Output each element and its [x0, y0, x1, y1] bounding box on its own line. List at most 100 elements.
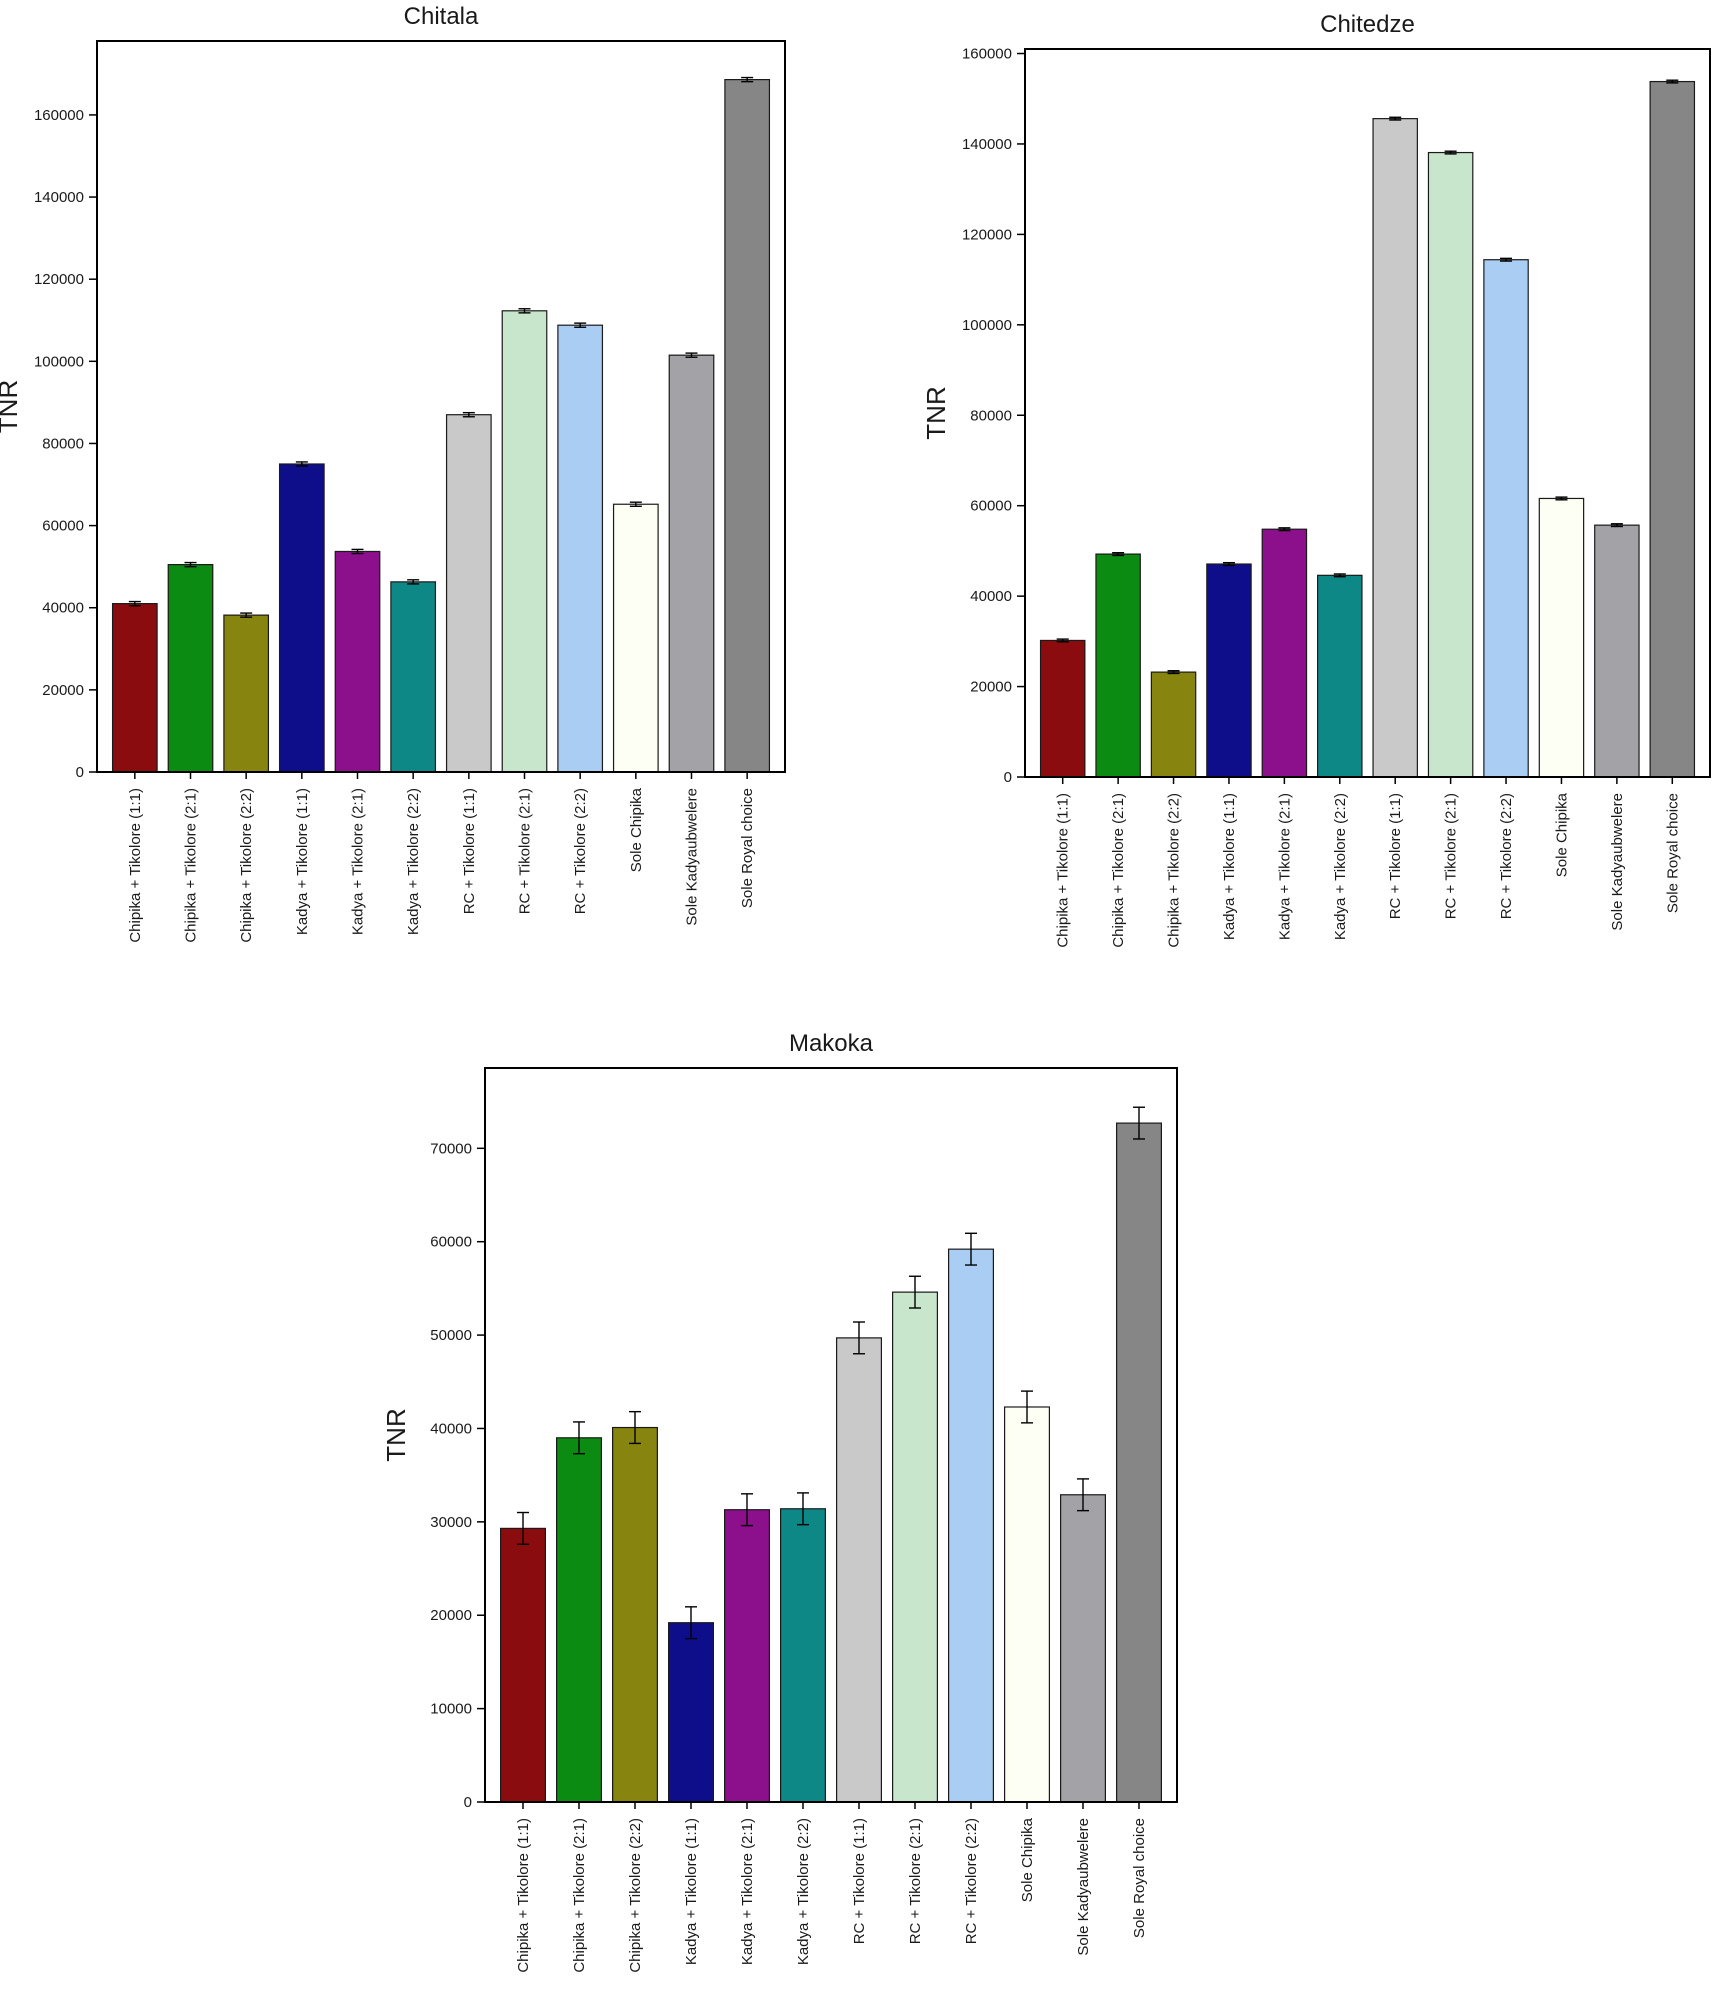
bar — [1427, 151, 1474, 778]
bar — [334, 550, 381, 773]
bar — [891, 1291, 938, 1803]
y-tick-label: 40000 — [430, 1420, 472, 1437]
bar — [1483, 259, 1529, 778]
x-tick-label: RC + Tikolore (2:1) — [907, 1818, 924, 1944]
y-tick-label: 20000 — [430, 1607, 472, 1624]
bar — [500, 1527, 547, 1803]
plot-frame — [484, 1067, 1178, 1803]
x-tick-label: Sole Chipika — [628, 787, 645, 872]
x-tick-label: Kadya + Tikolore (2:1) — [1276, 793, 1293, 940]
y-tick-label: 100000 — [962, 317, 1012, 334]
bar — [167, 564, 214, 773]
x-tick-label: Kadya + Tikolore (2:2) — [1332, 793, 1349, 940]
x-tick-label: RC + Tikolore (2:2) — [1498, 793, 1515, 919]
y-tick-label: 80000 — [42, 435, 84, 452]
y-tick-label: 60000 — [430, 1234, 472, 1251]
y-tick-label: 50000 — [430, 1327, 472, 1344]
y-tick-label: 80000 — [970, 407, 1012, 424]
y-tick-label: 100000 — [34, 353, 84, 370]
x-tick-label: Sole Chipika — [1553, 792, 1570, 877]
x-tick-label: Sole Kadyaubwelere — [1075, 1818, 1092, 1956]
x-tick-label: Kadya + Tikolore (2:1) — [739, 1818, 756, 1965]
bar — [724, 79, 771, 773]
x-tick-label: Sole Kadyaubwelere — [684, 788, 701, 926]
bar — [723, 1509, 770, 1803]
bar — [278, 463, 325, 773]
x-tick-label: Chipika + Tikolore (2:2) — [627, 1818, 644, 1973]
bar — [1206, 563, 1252, 778]
x-tick-label: RC + Tikolore (2:1) — [1443, 793, 1460, 919]
x-tick-label: Kadya + Tikolore (2:2) — [405, 788, 422, 935]
y-tick-label: 60000 — [970, 498, 1012, 515]
bar — [501, 310, 548, 773]
bar — [1261, 528, 1308, 778]
y-tick-label: 30000 — [430, 1514, 472, 1531]
x-tick-label: Sole Kadyaubwelere — [1609, 793, 1626, 931]
bar — [1150, 671, 1197, 778]
y-tick-label: 0 — [1004, 769, 1012, 786]
bar — [111, 603, 158, 773]
bar — [1059, 1494, 1106, 1803]
x-tick-label: RC + Tikolore (2:2) — [572, 788, 589, 914]
y-tick-label: 160000 — [34, 107, 84, 124]
plot-frame — [1024, 48, 1711, 778]
x-tick-label: Chipika + Tikolore (2:1) — [571, 1818, 588, 1973]
bar — [1594, 524, 1640, 778]
x-tick-label: RC + Tikolore (1:1) — [461, 788, 478, 914]
y-tick-label: 140000 — [34, 189, 84, 206]
x-tick-label: Sole Chipika — [1019, 1817, 1036, 1902]
x-tick-label: Kadya + Tikolore (1:1) — [294, 788, 311, 935]
bar — [223, 614, 270, 773]
bar — [555, 1437, 602, 1803]
chart-title: Chitedze — [1320, 11, 1415, 38]
bar — [557, 324, 604, 773]
bar — [1538, 497, 1585, 778]
x-tick-label: Chipika + Tikolore (1:1) — [1055, 793, 1072, 948]
x-tick-label: Chipika + Tikolore (2:2) — [1166, 793, 1183, 948]
bar — [668, 354, 715, 773]
bar — [1115, 1122, 1162, 1803]
x-tick-label: Sole Royal choice — [1131, 1818, 1148, 1938]
bar — [667, 1622, 714, 1803]
x-tick-label: Chipika + Tikolore (1:1) — [127, 788, 144, 943]
y-tick-label: 20000 — [42, 682, 84, 699]
bar — [611, 1426, 658, 1803]
x-tick-label: RC + Tikolore (2:1) — [517, 788, 534, 914]
x-tick-label: RC + Tikolore (2:2) — [963, 1818, 980, 1944]
y-tick-label: 40000 — [970, 588, 1012, 605]
bar — [1095, 553, 1141, 778]
y-tick-label: 60000 — [42, 518, 84, 535]
y-tick-label: 0 — [464, 1794, 472, 1811]
y-axis-label: TNR — [0, 380, 23, 433]
x-tick-label: Chipika + Tikolore (2:1) — [183, 788, 200, 943]
x-tick-label: Chipika + Tikolore (2:2) — [238, 788, 255, 943]
chart-panel-makoka: Makoka TNR 0 10000 20000 30000 40000 50000 60000… — [381, 1030, 1178, 1973]
y-axis-label: TNR — [921, 386, 951, 439]
chart-panel-chitedze: Chitedze TNR 0 20000 40000 60000 80000 100000 12… — [921, 11, 1711, 948]
bar — [1372, 118, 1418, 778]
x-tick-label: RC + Tikolore (1:1) — [1387, 793, 1404, 919]
y-tick-label: 20000 — [970, 679, 1012, 696]
y-tick-label: 120000 — [962, 226, 1012, 243]
y-tick-label: 160000 — [962, 46, 1012, 63]
x-tick-label: RC + Tikolore (1:1) — [851, 1818, 868, 1944]
y-axis-label: TNR — [381, 1408, 411, 1461]
bar — [779, 1508, 826, 1803]
bar — [1649, 80, 1696, 778]
y-tick-label: 70000 — [430, 1140, 472, 1157]
y-tick-label: 10000 — [430, 1701, 472, 1718]
chart-title: Makoka — [789, 1030, 874, 1057]
x-tick-label: Sole Royal choice — [739, 788, 756, 908]
y-tick-label: 40000 — [42, 600, 84, 617]
bar — [835, 1337, 882, 1803]
bar — [1003, 1406, 1050, 1803]
bar — [612, 503, 659, 773]
x-tick-label: Chipika + Tikolore (2:1) — [1110, 793, 1127, 948]
x-tick-label: Kadya + Tikolore (1:1) — [683, 1818, 700, 1965]
x-tick-label: Sole Royal choice — [1664, 793, 1681, 913]
x-tick-label: Kadya + Tikolore (2:1) — [350, 788, 367, 935]
x-tick-label: Chipika + Tikolore (1:1) — [515, 1818, 532, 1973]
chart-panel-chitala: Chitala TNR 0 20000 40000 60000 80000 100000 120… — [0, 3, 786, 943]
bar — [445, 414, 492, 773]
